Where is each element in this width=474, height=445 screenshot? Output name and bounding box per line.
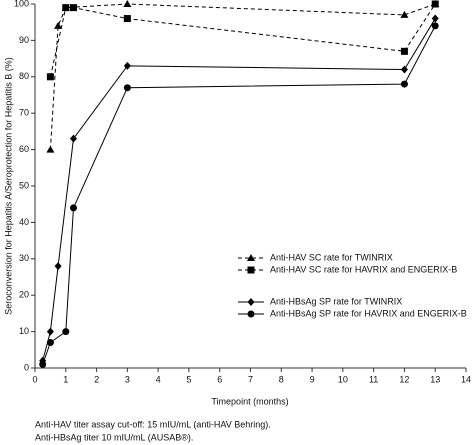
y-tick-label: 20 [19, 290, 29, 300]
x-tick-label: 0 [32, 374, 37, 384]
x-tick-label: 4 [156, 374, 161, 384]
marker [431, 22, 439, 30]
marker [123, 61, 131, 70]
y-tick-label: 90 [19, 35, 29, 45]
y-axis-label: Seroconversion for Hepatitis A/Seroprote… [3, 57, 13, 315]
marker [123, 15, 131, 23]
footnote: Anti-HBsAg titer 10 mIU/mL (AUSAB®). [35, 432, 193, 442]
x-tick-label: 6 [217, 374, 222, 384]
y-tick-label: 60 [19, 144, 29, 154]
marker [69, 134, 77, 143]
legend-marker [247, 310, 255, 318]
x-axis-label: Timepoint (months) [211, 396, 288, 406]
x-tick-label: 3 [125, 374, 130, 384]
y-tick-label: 100 [14, 0, 29, 8]
marker [123, 84, 131, 92]
series-line [49, 3, 436, 150]
x-tick-label: 14 [461, 374, 471, 384]
x-tick-label: 2 [94, 374, 99, 384]
marker [39, 360, 47, 368]
y-tick-label: 70 [19, 108, 29, 118]
x-tick-label: 9 [310, 374, 315, 384]
legend-label: Anti-HBsAg SP rate for HAVRIX and ENGERI… [270, 308, 467, 318]
x-tick-label: 13 [430, 374, 440, 384]
marker [46, 339, 54, 347]
legend-marker [247, 266, 255, 274]
y-tick-label: 30 [19, 253, 29, 263]
marker [46, 73, 54, 81]
marker [46, 327, 54, 336]
series-line [49, 3, 436, 77]
marker [431, 0, 439, 8]
marker [400, 65, 408, 74]
x-tick-label: 11 [369, 374, 378, 384]
marker [62, 328, 70, 336]
marker [69, 204, 77, 212]
footnote: Anti-HAV titer assay cut-off: 15 mIU/mL … [35, 419, 271, 429]
marker [54, 262, 62, 271]
marker [69, 4, 77, 12]
x-tick-label: 7 [248, 374, 253, 384]
marker [46, 145, 55, 153]
marker [400, 80, 408, 88]
marker [54, 21, 63, 29]
y-tick-label: 40 [19, 217, 29, 227]
legend-label: Anti-HAV SC rate for TWINRIX [270, 252, 393, 262]
x-tick-label: 12 [399, 374, 409, 384]
y-tick-label: 80 [19, 71, 29, 81]
y-tick-label: 50 [19, 180, 29, 190]
legend-label: Anti-HBsAg SP rate for TWINRIX [270, 296, 402, 306]
x-tick-label: 5 [186, 374, 191, 384]
x-tick-label: 8 [279, 374, 284, 384]
marker [123, 0, 132, 7]
x-tick-label: 1 [63, 374, 68, 384]
x-tick-label: 10 [338, 374, 348, 384]
legend-label: Anti-HAV SC rate for HAVRIX and ENGERIX-… [270, 264, 457, 274]
legend-marker [247, 254, 255, 261]
legend-marker [247, 298, 255, 306]
marker [400, 10, 409, 18]
marker [400, 47, 408, 55]
marker [62, 4, 70, 12]
y-tick-label: 0 [24, 362, 29, 372]
y-tick-label: 10 [19, 326, 29, 336]
marker [431, 14, 439, 23]
